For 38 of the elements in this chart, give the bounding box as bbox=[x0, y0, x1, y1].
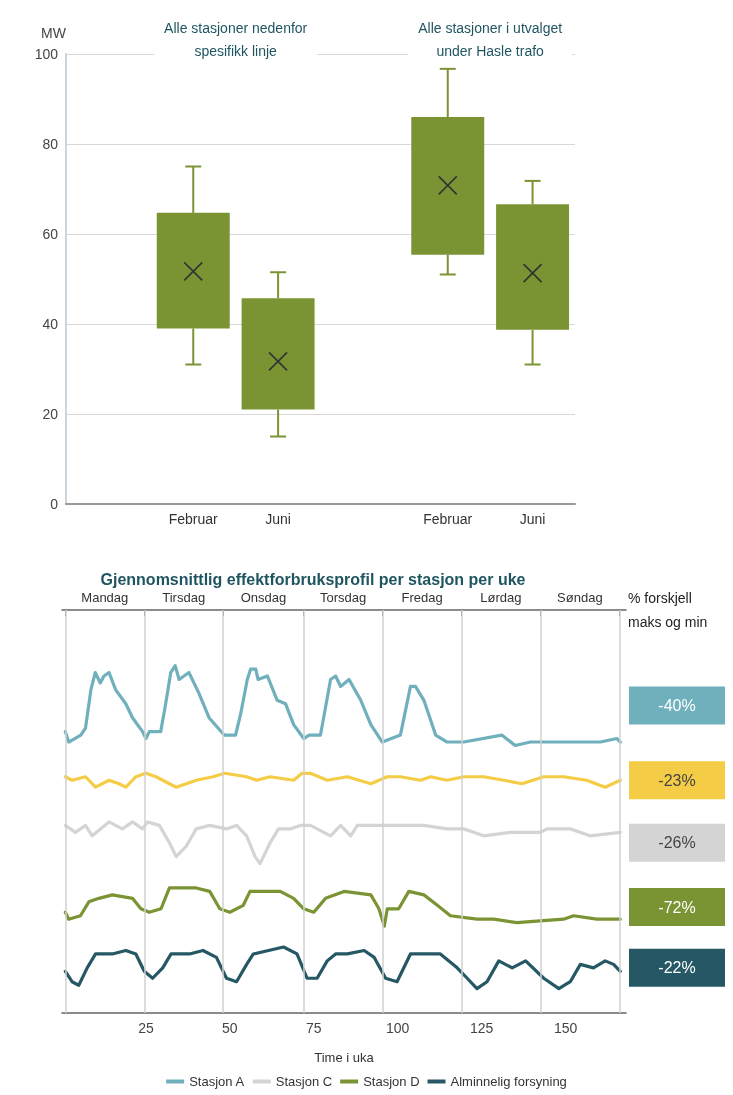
x-tick-label: Juni bbox=[519, 511, 546, 527]
legend-label: Stasjon C bbox=[275, 1074, 333, 1089]
x-tick-label: 75 bbox=[306, 1020, 322, 1036]
legend-label: Stasjon D bbox=[363, 1074, 420, 1089]
text: -26% bbox=[658, 834, 696, 852]
y-tick-label: 20 bbox=[42, 406, 59, 422]
y-axis-title: MW bbox=[41, 25, 67, 41]
x-tick-label: 125 bbox=[469, 1020, 494, 1036]
text: -40% bbox=[658, 697, 696, 715]
chart-title: Gjennomsnittlig effektforbruksprofil per stasjon per uke bbox=[100, 570, 526, 588]
x-tick-label: 150 bbox=[553, 1020, 578, 1036]
x-tick-label: Februar bbox=[423, 511, 473, 527]
text: Lørdag bbox=[480, 590, 522, 605]
text: Søndag bbox=[557, 590, 603, 605]
legend-label: Alminnelig forsyning bbox=[450, 1074, 567, 1089]
text: -72% bbox=[658, 898, 696, 916]
y-tick-label: 60 bbox=[42, 226, 59, 242]
text: Torsdag bbox=[320, 590, 367, 605]
text: -22% bbox=[658, 959, 696, 977]
legend-label: Stasjon A bbox=[189, 1074, 245, 1089]
x-axis-title: Time i uka bbox=[314, 1050, 375, 1065]
y-tick-label: 80 bbox=[42, 136, 59, 152]
text: Tirsdag bbox=[162, 590, 206, 605]
x-tick-label: 25 bbox=[138, 1020, 154, 1036]
text: Mandag bbox=[81, 590, 129, 605]
x-tick-label: 50 bbox=[222, 1020, 238, 1036]
y-tick-label: 40 bbox=[42, 316, 59, 332]
annotation: Alle stasjoner nedenfor spesifikk linje bbox=[164, 19, 308, 59]
x-tick-label: Juni bbox=[265, 511, 291, 527]
y-tick-label: 0 bbox=[50, 496, 59, 512]
y-tick-label: 100 bbox=[34, 46, 59, 62]
annotation: Alle stasjoner i utvalget under Hasle trafo bbox=[418, 19, 563, 59]
text: -23% bbox=[658, 771, 696, 789]
text: Fredag bbox=[401, 590, 443, 605]
text: Onsdag bbox=[240, 590, 287, 605]
text: % forskjell maks og min bbox=[628, 590, 708, 630]
x-tick-label: 100 bbox=[386, 1020, 410, 1036]
x-tick-label: Februar bbox=[168, 511, 219, 527]
